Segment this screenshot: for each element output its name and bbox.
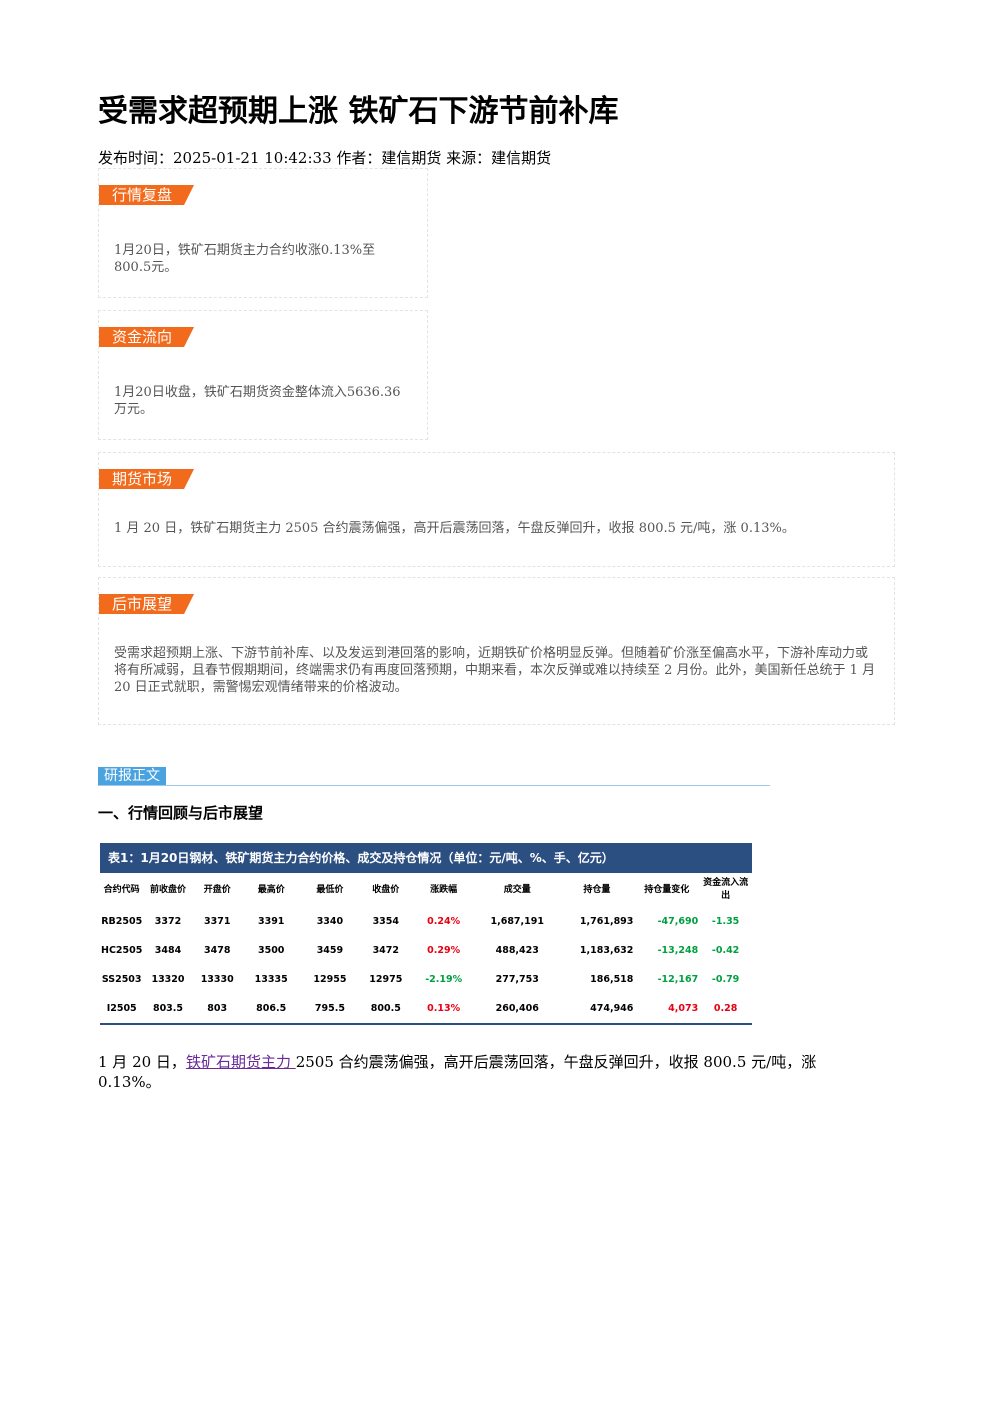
table-caption: 表1：1月20日钢材、铁矿期货主力合约价格、成交及持仓情况（单位：元/吨、%、手… bbox=[100, 843, 752, 873]
table-cell: HC2505 bbox=[101, 945, 143, 956]
table-row: I2505 803.5 803 806.5 795.5 800.5 0.13% 260,406… bbox=[100, 994, 752, 1024]
section-box: 行情复盘 1月20日，铁矿石期货主力合约收涨0.13%至800.5元。 bbox=[98, 168, 428, 298]
section-tag: 后市展望 bbox=[99, 594, 194, 614]
table-cell: 1,761,893 bbox=[579, 916, 634, 927]
text: 1 月 20 日， bbox=[98, 1053, 186, 1071]
table-cell: -0.42 bbox=[711, 945, 740, 956]
section-box: 期货市场 1 月 20 日，铁矿石期货主力 2505 合约震荡偏强，高开后震荡回落… bbox=[98, 452, 895, 567]
table-cell: -12,167 bbox=[657, 974, 699, 985]
header-cell: 前收盘价 bbox=[149, 884, 186, 895]
table-cell: 800.5 bbox=[370, 1003, 401, 1014]
table-cell: -47,690 bbox=[657, 916, 699, 927]
header-cell: 资金流入流出 bbox=[703, 878, 749, 901]
table-cell: 3391 bbox=[257, 916, 285, 927]
section-box: 资金流向 1月20日收盘，铁矿石期货资金整体流入5636.36万元。 bbox=[98, 310, 428, 440]
table-cell: 3472 bbox=[372, 945, 400, 956]
table-cell: 806.5 bbox=[256, 1003, 287, 1014]
header-cell: 合约代码 bbox=[103, 884, 140, 895]
table-cell: SS2503 bbox=[101, 974, 142, 985]
header-cell: 涨跌幅 bbox=[430, 884, 458, 895]
table-cell: 12975 bbox=[369, 974, 403, 985]
table-cell: 0.24% bbox=[427, 916, 461, 927]
table-cell: -2.19% bbox=[425, 974, 463, 985]
header-cell: 最高价 bbox=[257, 884, 285, 895]
report-tag: 研报正文 bbox=[98, 767, 166, 786]
table-cell: 4,073 bbox=[668, 1003, 699, 1014]
table-block: 表1：1月20日钢材、铁矿期货主力合约价格、成交及持仓情况（单位：元/吨、%、手… bbox=[100, 843, 752, 1025]
table-cell: 3340 bbox=[316, 916, 344, 927]
table-cell: 488,423 bbox=[495, 945, 539, 956]
section-tag: 期货市场 bbox=[99, 469, 194, 489]
heading: 一、行情回顾与后市展望 bbox=[98, 804, 264, 822]
section-tag: 行情复盘 bbox=[99, 185, 194, 205]
text: 2505 合约震荡偏强，高开后震荡回落，午盘反弹回升，收报 800.5 元/吨，… bbox=[98, 1053, 817, 1091]
table-cell: 795.5 bbox=[314, 1003, 345, 1014]
table-cell: 260,406 bbox=[495, 1003, 539, 1014]
title: 受需求超预期上涨 铁矿石下游节前补库 bbox=[98, 94, 619, 129]
header-cell: 开盘价 bbox=[203, 884, 231, 895]
meta: 发布时间：2025-01-21 10:42:33 作者：建信期货 来源：建信期货 bbox=[98, 149, 552, 167]
table-cell: 3371 bbox=[204, 916, 231, 927]
section-text: 1月20日收盘，铁矿石期货资金整体流入5636.36万元。 bbox=[114, 385, 401, 417]
table-cell: 12955 bbox=[313, 974, 347, 985]
header-cell: 持仓量变化 bbox=[644, 884, 690, 895]
table-cell: 3459 bbox=[316, 945, 344, 956]
table-row: RB2505 3372 3371 3391 3340 3354 0.24% 1,687,191… bbox=[100, 907, 752, 936]
header-cell: 最低价 bbox=[316, 884, 344, 895]
section-box: 后市展望受需求超预期上涨、下游节前补库、以及发运到港回落的影响，近期铁矿价格明显… bbox=[98, 577, 895, 725]
table-cell: 3372 bbox=[154, 916, 182, 927]
link[interactable]: 铁矿石期货主力 bbox=[185, 1053, 296, 1071]
table-cell: 474,946 bbox=[590, 1003, 634, 1014]
table-cell: 3484 bbox=[154, 945, 182, 956]
table-cell: -1.35 bbox=[711, 916, 740, 927]
table-cell: 13335 bbox=[254, 974, 288, 985]
table-cell: 186,518 bbox=[590, 974, 634, 985]
section-text: 受需求超预期上涨、下游节前补库、以及发运到港回落的影响，近期铁矿价格明显反弹。但… bbox=[114, 646, 876, 695]
table-cell: 803.5 bbox=[152, 1003, 184, 1014]
table-cell: 13330 bbox=[200, 974, 234, 985]
table-cell: 803 bbox=[207, 1003, 228, 1014]
table-cell: 0.28 bbox=[713, 1003, 738, 1014]
table-cell: 13320 bbox=[151, 974, 185, 985]
table-row: HC2505 3484 3478 3500 3459 3472 0.29% 488,423 1,… bbox=[100, 936, 752, 965]
table-cell: -0.79 bbox=[711, 974, 740, 985]
divider bbox=[98, 785, 770, 786]
section-text: 1月20日，铁矿石期货主力合约收涨0.13%至800.5元。 bbox=[114, 243, 376, 275]
table: 合约代码 前收盘价 开盘价 最高价 最低价 收盘价 涨跌幅 成交量 持仓量 持仓量变化 资金流入流出… bbox=[100, 873, 752, 1025]
table-cell: 277,753 bbox=[495, 974, 539, 985]
closing-paragraph: 1 月 20 日，铁矿石期货主力 2505 合约震荡偏强，高开后震荡回落，午盘反… bbox=[98, 1052, 843, 1092]
table-cell: 0.13% bbox=[427, 1003, 461, 1014]
table-cell: I2505 bbox=[106, 1003, 137, 1014]
header-row: 合约代码 前收盘价 开盘价 最高价 最低价 收盘价 涨跌幅 成交量 持仓量 持仓量变化 资金流入流出 bbox=[100, 873, 752, 907]
table-cell: 1,183,632 bbox=[579, 945, 634, 956]
header-cell: 成交量 bbox=[503, 884, 531, 895]
section-text: 1 月 20 日，铁矿石期货主力 2505 合约震荡偏强，高开后震荡回落，午盘反… bbox=[114, 521, 795, 536]
table-cell: 3354 bbox=[372, 916, 400, 927]
header-cell: 持仓量 bbox=[583, 884, 611, 895]
table-row: SS2503 13320 13330 13335 12955 12975 -2.19% 277… bbox=[100, 965, 752, 994]
table-cell: -13,248 bbox=[657, 945, 699, 956]
table-cell: 3478 bbox=[204, 945, 231, 956]
table-cell: RB2505 bbox=[101, 916, 143, 927]
table-cell: 1,687,191 bbox=[490, 916, 544, 927]
table-cell: 0.29% bbox=[427, 945, 461, 956]
header-cell: 收盘价 bbox=[372, 884, 400, 895]
section-tag: 资金流向 bbox=[99, 327, 194, 347]
table-cell: 3500 bbox=[257, 945, 285, 956]
